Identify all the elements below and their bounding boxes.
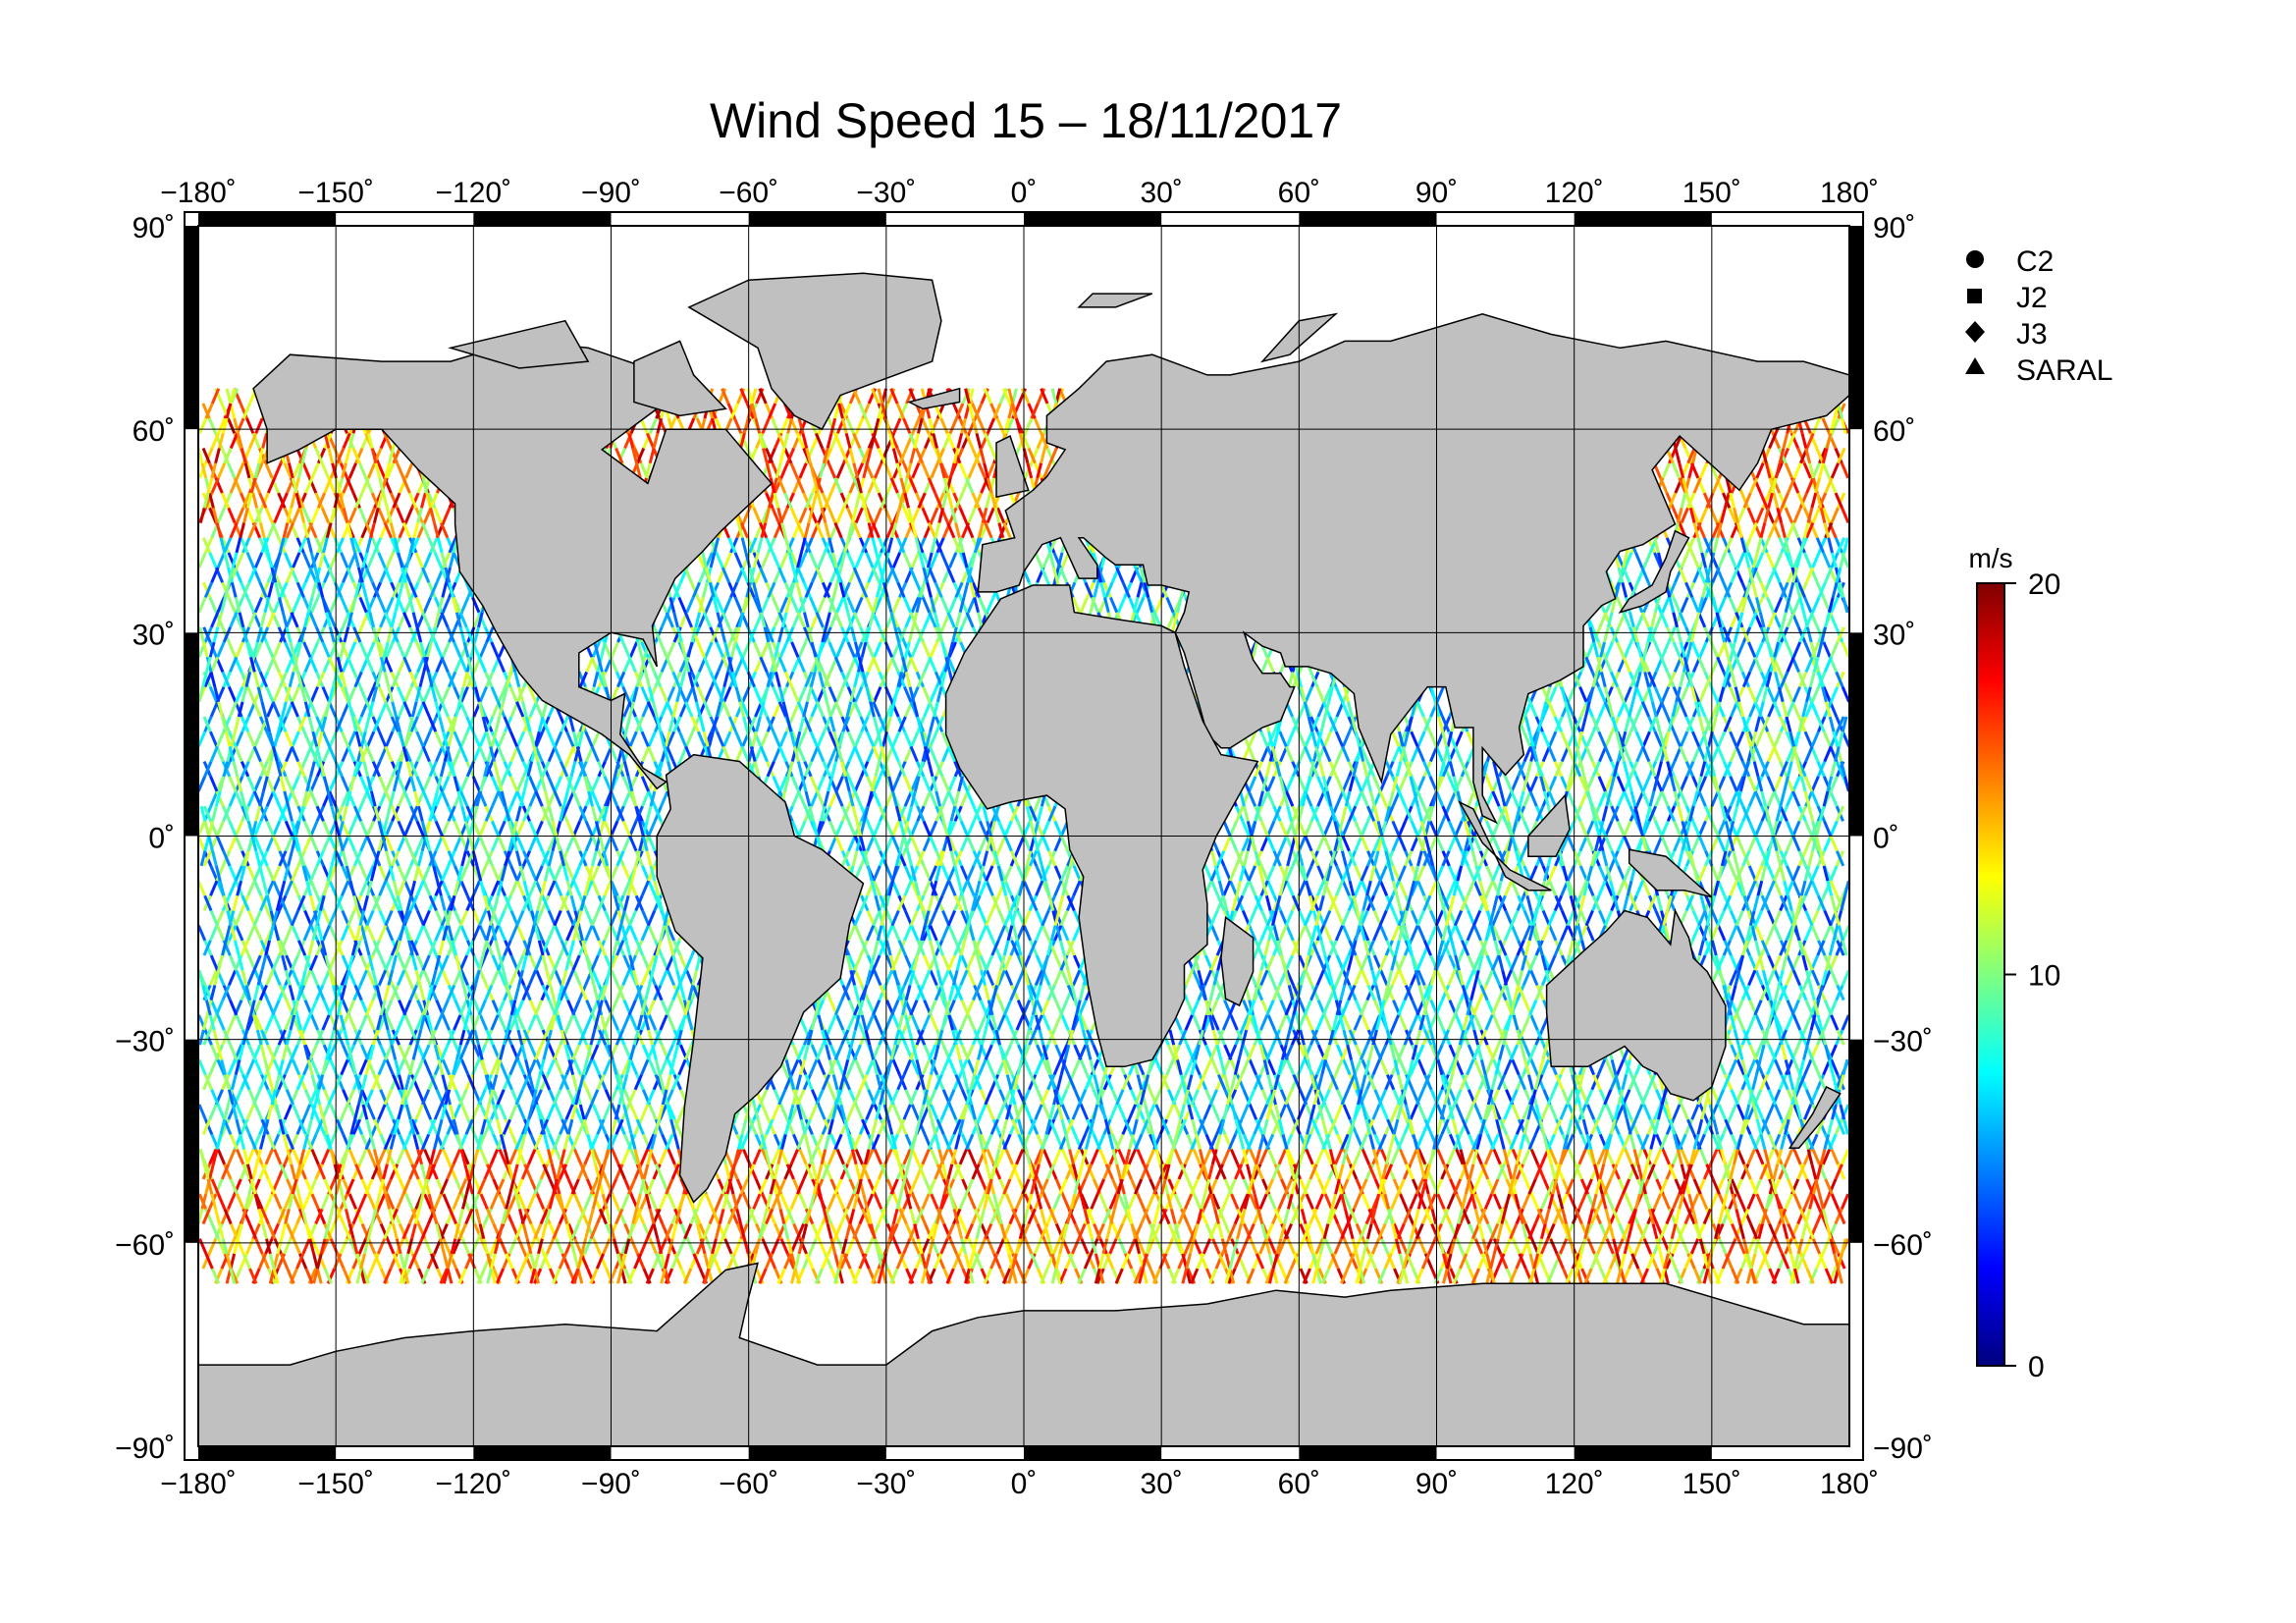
frame-block-bottom <box>1574 1446 1712 1460</box>
lon-tick-label: 120˚ <box>1545 1468 1604 1500</box>
frame-block-bottom <box>473 1446 612 1460</box>
lon-tick-label: −150˚ <box>297 177 374 209</box>
lon-tick-label: 120˚ <box>1545 177 1604 209</box>
lat-tick-label: −60˚ <box>1873 1229 1933 1262</box>
lon-tick-label: −120˚ <box>436 177 512 209</box>
lat-tick-label: −30˚ <box>115 1026 175 1058</box>
lon-tick-label: −180˚ <box>160 177 237 209</box>
frame-block-right <box>1849 1039 1863 1243</box>
landmass <box>995 435 1030 499</box>
map-title: Wind Speed 15 – 18/11/2017 <box>710 93 1342 148</box>
lat-tick-label: 60˚ <box>1873 415 1915 448</box>
lon-tick-label: 60˚ <box>1278 1468 1320 1500</box>
lat-tick-labels-right: 90˚ 60˚ 30˚ 0˚ −30˚ −60˚ −90˚ <box>1873 212 1933 1465</box>
frame-block-bottom <box>198 1446 337 1460</box>
colorbar-tick-label: 10 <box>2028 960 2060 993</box>
landmass <box>977 313 1849 825</box>
landmass <box>1527 793 1571 857</box>
lon-tick-label: 180˚ <box>1820 177 1879 209</box>
lat-tick-label: 90˚ <box>1873 212 1915 244</box>
landmass <box>1220 916 1255 1007</box>
lon-tick-label: −120˚ <box>436 1468 512 1500</box>
lon-tick-label: 60˚ <box>1278 177 1320 209</box>
lon-tick-label: 150˚ <box>1682 1468 1741 1500</box>
lon-tick-label: −90˚ <box>581 1468 641 1500</box>
frame-block-left <box>185 1039 198 1243</box>
lon-tick-label: −150˚ <box>297 1468 374 1500</box>
legend: C2 J2 J3 SARAL <box>1965 245 2112 387</box>
lon-tick-labels-bottom: −180˚ −150˚ −120˚ −90˚ −60˚ −30˚ 0˚ 30˚ 60˚ 90˚ 12… <box>160 1468 1879 1500</box>
landmass <box>907 387 961 410</box>
frame-block-top <box>1299 212 1437 226</box>
lon-tick-label: −180˚ <box>160 1468 237 1500</box>
frame-block-left <box>185 632 198 837</box>
lon-tick-label: −30˚ <box>856 177 916 209</box>
landmass <box>252 340 774 790</box>
landmass <box>1077 293 1153 308</box>
frame-block-bottom <box>1024 1446 1162 1460</box>
lon-tick-label: −90˚ <box>581 177 641 209</box>
lat-tick-label: −30˚ <box>1873 1026 1933 1058</box>
lon-tick-label: 0˚ <box>1011 1468 1038 1500</box>
frame-block-right <box>1849 226 1863 430</box>
lat-tick-label: 30˚ <box>133 619 175 651</box>
lat-tick-label: 30˚ <box>1873 619 1915 651</box>
colorbar-tick-label: 0 <box>2028 1351 2045 1383</box>
legend-square-icon <box>1967 289 1982 303</box>
colorbar-tick-label: 20 <box>2028 568 2060 601</box>
lat-tick-label: 0˚ <box>148 823 175 855</box>
frame-block-top <box>748 212 886 226</box>
colorbar-gradient <box>1976 582 2005 1367</box>
frame-ticks <box>185 212 1863 1460</box>
legend-label-saral: SARAL <box>2016 354 2112 387</box>
lat-tick-label: 90˚ <box>133 212 175 244</box>
lon-tick-label: 150˚ <box>1682 177 1741 209</box>
lon-tick-label: 90˚ <box>1415 1468 1458 1500</box>
landmass <box>1458 800 1552 892</box>
legend-label-c2: C2 <box>2016 245 2054 278</box>
lon-tick-label: 0˚ <box>1011 177 1038 209</box>
legend-triangle-icon <box>1965 357 1985 374</box>
legend-label-j2: J2 <box>2016 282 2048 314</box>
frame-block-left <box>185 226 198 430</box>
lon-tick-label: −60˚ <box>719 177 778 209</box>
frame-block-bottom <box>1299 1446 1437 1460</box>
frame-block-right <box>1849 632 1863 837</box>
frame-block-top <box>198 212 337 226</box>
colorbar-unit: m/s <box>1968 543 2012 573</box>
lon-tick-label: 90˚ <box>1415 177 1458 209</box>
landmass <box>1618 529 1690 614</box>
lat-tick-label: −90˚ <box>115 1433 175 1465</box>
landmass <box>687 272 942 431</box>
lat-tick-label: 60˚ <box>133 415 175 448</box>
lat-tick-labels-left: 90˚ 60˚ 30˚ 0˚ −30˚ −60˚ −90˚ <box>115 212 175 1465</box>
landmass <box>633 340 727 417</box>
lon-tick-label: 180˚ <box>1820 1468 1879 1500</box>
lat-tick-label: −60˚ <box>115 1229 175 1262</box>
lat-tick-label: 0˚ <box>1873 823 1899 855</box>
frame-block-bottom <box>748 1446 886 1460</box>
lat-tick-label: −90˚ <box>1873 1433 1933 1465</box>
lon-tick-label: 30˚ <box>1140 1468 1182 1500</box>
lon-tick-label: 30˚ <box>1140 177 1182 209</box>
landmass <box>1545 908 1727 1102</box>
landmass <box>1788 1086 1842 1149</box>
lon-tick-label: −60˚ <box>719 1468 778 1500</box>
legend-diamond-icon <box>1965 321 1985 343</box>
legend-label-j3: J3 <box>2016 318 2048 351</box>
lon-tick-labels-top: −180˚ −150˚ −120˚ −90˚ −60˚ −30˚ 0˚ 30˚ 60˚ 90˚ 12… <box>160 177 1879 209</box>
lon-tick-label: −30˚ <box>856 1468 916 1500</box>
landmass <box>1628 848 1713 898</box>
landmass <box>448 319 590 369</box>
frame-block-top <box>473 212 612 226</box>
frame-block-top <box>1024 212 1162 226</box>
frame-block-top <box>1574 212 1712 226</box>
colorbar: m/s 0 10 20 <box>1968 543 2060 1383</box>
legend-circle-icon <box>1966 250 1984 268</box>
